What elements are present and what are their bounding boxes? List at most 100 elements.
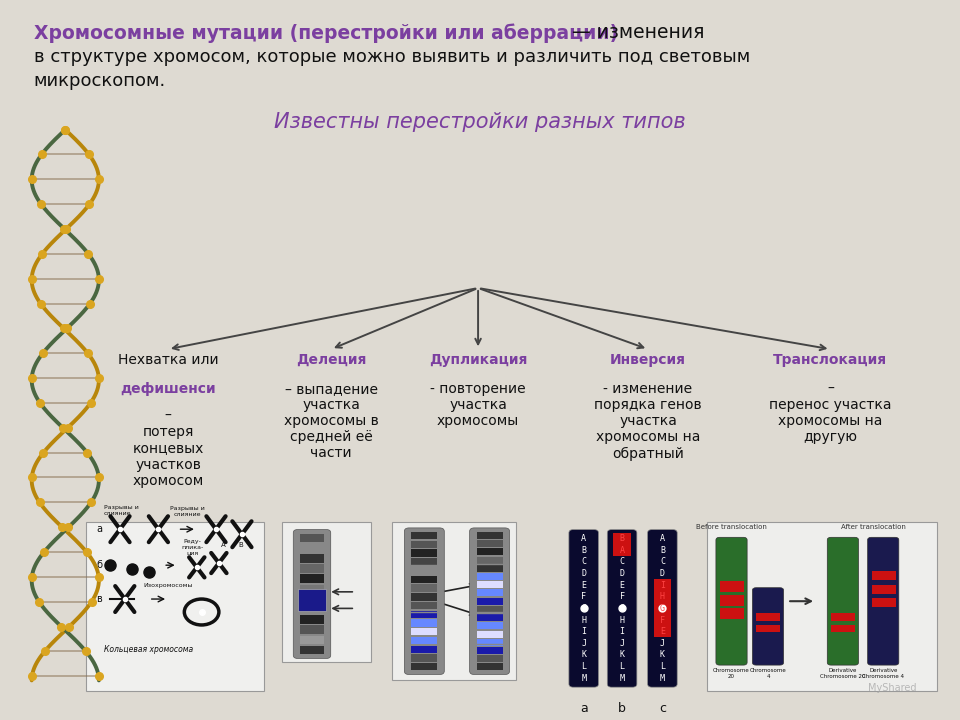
Bar [300,636,324,644]
Bar [476,598,503,605]
Bar [300,554,324,562]
Text: G: G [581,604,587,613]
Text: б: б [96,560,102,570]
Text: C: C [619,557,625,567]
Text: b: b [618,702,626,715]
Text: D: D [660,569,665,578]
Bar [476,532,503,539]
Bar [872,571,896,580]
Text: c: c [659,702,666,715]
Text: Изохромосомы: Изохромосомы [143,582,193,588]
Text: F: F [581,593,587,601]
Bar [411,663,438,670]
Text: –
перенос участка
хромосомы на
другую: – перенос участка хромосомы на другую [769,382,892,444]
Text: H: H [619,616,625,624]
Text: L: L [581,662,587,671]
Bar [411,558,438,566]
Text: а: а [96,524,102,534]
Bar [720,595,744,606]
Text: — изменения: — изменения [566,23,705,42]
Bar [756,625,780,632]
Text: After translocation: After translocation [841,524,906,530]
FancyBboxPatch shape [282,522,371,662]
Bar [654,580,671,637]
Bar [298,589,326,611]
Text: E: E [660,627,665,636]
Bar [411,628,438,636]
Text: J: J [619,639,625,648]
Bar [476,647,503,654]
Text: K: K [581,650,587,660]
Text: J: J [660,639,665,648]
Text: Кольцевая хромосома: Кольцевая хромосома [105,644,193,654]
Text: G: G [619,604,625,613]
Text: F: F [619,593,625,601]
FancyBboxPatch shape [828,537,858,665]
Bar [411,611,438,618]
Bar [476,631,503,637]
Text: B: B [660,546,665,554]
Text: Before translocation: Before translocation [696,524,767,530]
Text: Chromosome
20: Chromosome 20 [713,668,750,679]
Text: a: a [580,702,588,715]
Text: A: A [221,542,226,548]
Text: Известны перестройки разных типов: Известны перестройки разных типов [275,112,685,132]
Text: H: H [660,593,665,601]
Bar [409,565,441,612]
Text: Chromosome
4: Chromosome 4 [750,668,786,679]
Text: F: F [660,616,665,624]
Bar [476,614,503,621]
Text: K: K [619,650,625,660]
Bar [411,585,438,592]
Text: Derivative
Chromosome 20: Derivative Chromosome 20 [820,668,866,679]
Bar [411,654,438,662]
FancyBboxPatch shape [868,537,899,665]
Bar [476,606,503,613]
Bar [720,581,744,592]
FancyBboxPatch shape [753,588,783,665]
Bar [411,567,438,575]
Bar [300,575,324,583]
Text: G: G [660,604,665,613]
Text: J: J [581,639,587,648]
Bar [831,625,855,632]
Bar [300,534,324,542]
Bar [476,540,503,547]
Bar [300,585,324,593]
Bar [300,605,324,613]
Bar [476,581,503,588]
Bar [476,622,503,629]
Text: M: M [660,674,665,683]
Bar [300,626,324,634]
Bar [411,549,438,557]
FancyBboxPatch shape [392,522,516,680]
Text: Разрывы и
слияние: Разрывы и слияние [104,505,138,516]
Text: Хромосомные мутации (перестройки или аберрации): Хромосомные мутации (перестройки или абе… [34,23,618,42]
Text: C: C [581,557,587,567]
Bar [872,585,896,594]
Bar [300,646,324,654]
FancyBboxPatch shape [608,530,636,687]
Bar [476,549,503,555]
Bar [411,646,438,653]
Text: I: I [581,627,587,636]
Bar [411,593,438,600]
Text: E: E [619,580,625,590]
Text: –
потеря
концевых
участков
хромосом: – потеря концевых участков хромосом [132,409,204,487]
Text: I: I [660,580,665,590]
Text: Дупликация: Дупликация [429,353,527,366]
Text: M: M [619,674,625,683]
FancyBboxPatch shape [707,522,937,691]
Text: Транслокация: Транслокация [774,353,887,366]
Bar [300,544,324,552]
Text: в структуре хромосом, которые можно выявить и различить под световым: в структуре хромосом, которые можно выяв… [34,48,750,66]
Bar [474,612,506,644]
Text: E: E [581,580,587,590]
Text: A: A [581,534,587,543]
Text: H: H [581,616,587,624]
Text: A: A [619,546,625,554]
Text: B: B [581,546,587,554]
Bar [476,557,503,564]
Bar [474,564,506,613]
Text: Инверсия: Инверсия [610,353,686,366]
